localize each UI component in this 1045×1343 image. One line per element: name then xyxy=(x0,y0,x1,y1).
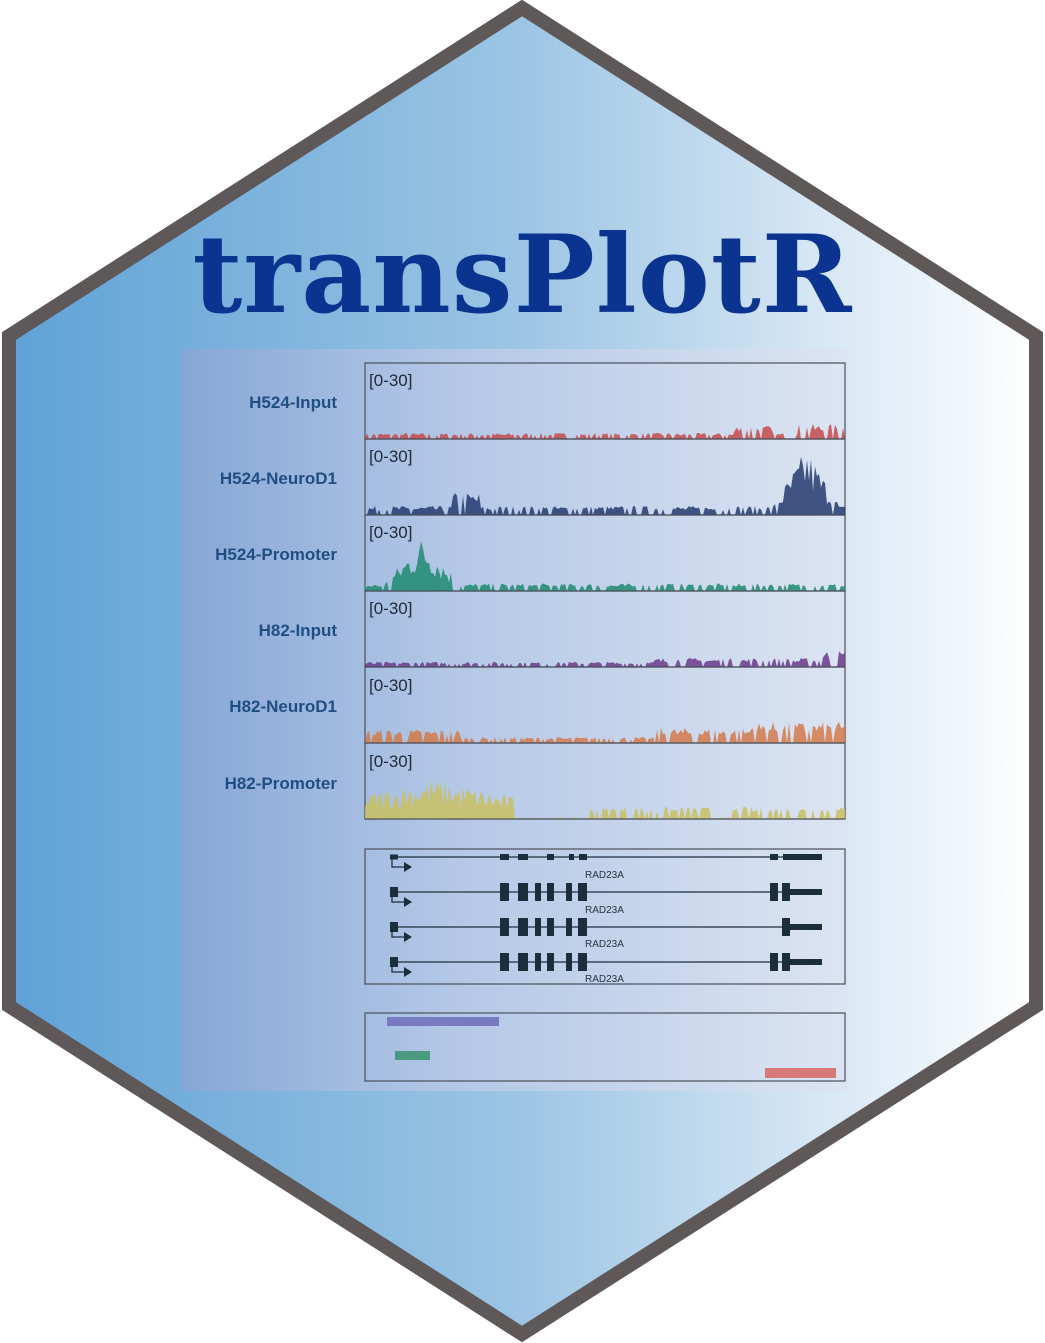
transcript-model xyxy=(390,883,822,907)
peak-bar xyxy=(387,1017,499,1026)
transcript-label: RAD23A xyxy=(585,870,624,881)
peak-panel xyxy=(364,1012,846,1082)
transcript-model xyxy=(390,854,822,872)
track-label-h82-input: H82-Input xyxy=(258,621,337,640)
track-label-h82-promoter: H82-Promoter xyxy=(224,774,337,793)
track-range-h524-input: [0-30] xyxy=(369,371,413,390)
track-range-h524-promoter: [0-30] xyxy=(369,523,413,542)
app-title: transPlotR xyxy=(192,212,853,338)
track-label-h82-neurod1: H82-NeuroD1 xyxy=(229,697,337,716)
transcript-model xyxy=(390,918,822,942)
peak-bar xyxy=(765,1068,836,1078)
track-range-h82-neurod1: [0-30] xyxy=(369,676,413,695)
coverage-track xyxy=(364,742,846,820)
track-label-h524-neurod1: H524-NeuroD1 xyxy=(219,469,337,488)
peak-bar xyxy=(395,1051,430,1060)
transcript-label: RAD23A xyxy=(585,939,624,950)
track-label-h524-promoter: H524-Promoter xyxy=(215,545,337,564)
transcript-label: RAD23A xyxy=(585,974,624,985)
transcript-label: RAD23A xyxy=(585,905,624,916)
track-range-h82-input: [0-30] xyxy=(369,599,413,618)
track-range-h524-neurod1: [0-30] xyxy=(369,447,413,466)
track-range-h82-promoter: [0-30] xyxy=(369,752,413,771)
track-label-h524-input: H524-Input xyxy=(249,393,337,412)
gene-structure-panel xyxy=(364,848,846,985)
plot-panel xyxy=(182,349,848,1091)
transcript-model xyxy=(390,953,822,977)
